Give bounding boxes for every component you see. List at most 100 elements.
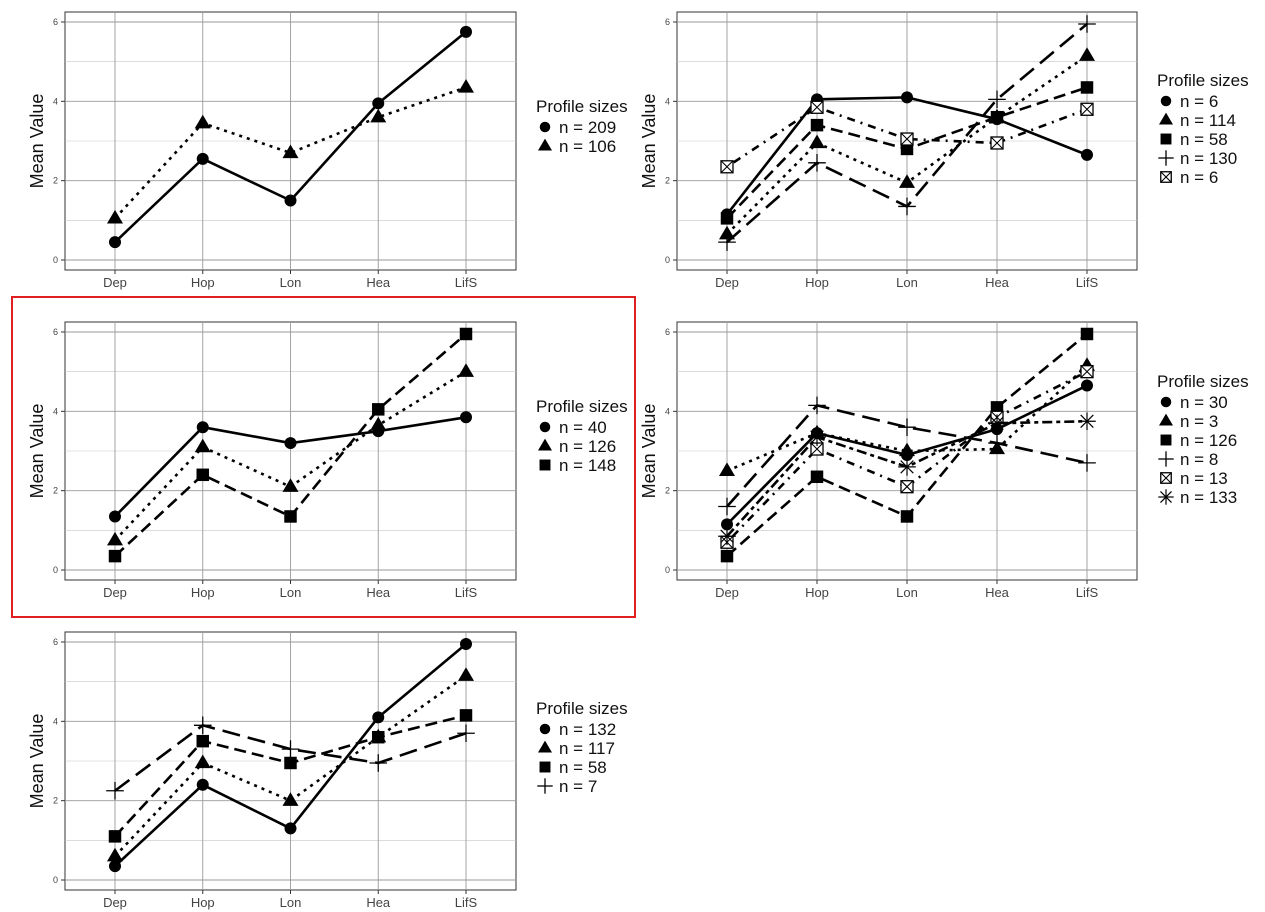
data-point bbox=[1080, 102, 1094, 116]
data-point bbox=[372, 403, 385, 416]
data-point bbox=[372, 97, 385, 110]
legend-key bbox=[1159, 413, 1173, 426]
y-tick-label: 0 bbox=[53, 565, 58, 575]
data-point bbox=[899, 174, 915, 188]
data-point bbox=[193, 716, 212, 735]
chart-panel-3: 0 2 4 6 Dep Hop Lon Hea LifS Mean Value Profile si… bbox=[27, 321, 628, 600]
x-tick-label: Hop bbox=[191, 585, 215, 600]
legend-key bbox=[539, 459, 551, 471]
y-tick-label: 4 bbox=[665, 96, 670, 106]
data-point bbox=[988, 90, 1006, 109]
y-tick-label: 4 bbox=[665, 406, 670, 416]
x-tick-label: Hea bbox=[366, 585, 391, 600]
y-axis-label: Mean Value bbox=[639, 94, 659, 189]
x-tick-label: Lon bbox=[280, 275, 302, 290]
data-point bbox=[460, 411, 472, 424]
data-point bbox=[1081, 379, 1093, 392]
data-point bbox=[719, 225, 735, 240]
y-tick-label: 0 bbox=[665, 255, 670, 265]
data-point bbox=[1080, 365, 1094, 379]
legend-label: n = 209 bbox=[559, 118, 616, 137]
legend-label: n = 132 bbox=[559, 720, 616, 739]
data-point bbox=[898, 197, 916, 216]
y-tick-label: 0 bbox=[53, 875, 58, 885]
chart-panel-4: 0 2 4 6 Dep Hop Lon Hea LifS Mean Value Profile si… bbox=[639, 321, 1249, 600]
x-tick-label: Hea bbox=[366, 275, 391, 290]
data-point bbox=[988, 434, 1006, 452]
y-axis-label: Mean Value bbox=[27, 94, 47, 189]
y-tick-label: 4 bbox=[53, 406, 58, 416]
data-point bbox=[460, 25, 472, 38]
data-point bbox=[196, 778, 209, 791]
x-tick-label: Dep bbox=[103, 585, 127, 600]
data-point bbox=[1080, 81, 1094, 94]
series-line bbox=[726, 370, 1088, 544]
y-axis-label: Mean Value bbox=[639, 404, 659, 499]
data-point bbox=[900, 132, 914, 146]
y-tick-label: 6 bbox=[53, 637, 58, 647]
legend-key bbox=[1158, 451, 1174, 467]
series-6 bbox=[718, 412, 1096, 546]
series-5 bbox=[720, 100, 1094, 174]
x-tick-label: Hop bbox=[805, 275, 829, 290]
y-tick-label: 4 bbox=[53, 96, 58, 106]
data-point bbox=[1078, 454, 1096, 472]
legend-label: n = 126 bbox=[559, 437, 616, 456]
data-point bbox=[810, 100, 824, 114]
legend-key bbox=[538, 438, 552, 451]
data-point bbox=[369, 754, 388, 772]
data-point bbox=[810, 118, 824, 132]
legend-key bbox=[539, 421, 551, 433]
data-point bbox=[109, 236, 121, 249]
legend-label: n = 3 bbox=[1180, 412, 1218, 431]
y-tick-label: 4 bbox=[53, 716, 58, 726]
y-axis-label: Mean Value bbox=[27, 404, 47, 499]
x-tick-label: Hop bbox=[191, 895, 215, 910]
data-point bbox=[107, 847, 123, 862]
data-point bbox=[899, 442, 915, 457]
data-point bbox=[107, 531, 123, 546]
legend-key bbox=[1160, 133, 1172, 145]
legend-label: n = 8 bbox=[1180, 450, 1218, 469]
data-point bbox=[990, 136, 1004, 150]
data-point bbox=[370, 108, 387, 123]
x-tick-label: LifS bbox=[1076, 585, 1099, 600]
y-tick-label: 6 bbox=[665, 327, 670, 337]
legend-label: n = 148 bbox=[559, 456, 616, 475]
data-point bbox=[718, 497, 736, 516]
x-tick-label: LifS bbox=[455, 895, 478, 910]
legend-label: n = 114 bbox=[1180, 111, 1236, 130]
x-tick-label: Hop bbox=[191, 275, 215, 290]
x-tick-label: Lon bbox=[896, 275, 918, 290]
data-point bbox=[808, 428, 826, 446]
series-4 bbox=[718, 15, 1096, 251]
data-point bbox=[196, 152, 209, 165]
data-point bbox=[990, 401, 1004, 414]
y-tick-label: 2 bbox=[665, 176, 670, 186]
data-point bbox=[719, 462, 735, 477]
x-tick-label: Lon bbox=[280, 585, 302, 600]
x-tick-label: Hea bbox=[985, 585, 1010, 600]
legend-key bbox=[1160, 472, 1172, 484]
data-point bbox=[282, 144, 299, 159]
legend-label: n = 6 bbox=[1180, 168, 1218, 187]
data-point bbox=[1078, 412, 1096, 431]
chart-panel-1: 0 2 4 6 Dep Hop Lon Hea LifS Mean Value Profile si… bbox=[27, 11, 628, 290]
legend-label: n = 130 bbox=[1180, 149, 1237, 168]
series-2 bbox=[107, 79, 474, 224]
series-1 bbox=[109, 25, 472, 249]
series-4 bbox=[718, 396, 1096, 516]
data-point bbox=[281, 740, 300, 758]
data-point bbox=[1078, 15, 1096, 33]
data-point bbox=[458, 667, 474, 681]
legend-key bbox=[539, 121, 551, 133]
data-point bbox=[901, 91, 913, 104]
series-4 bbox=[106, 716, 475, 800]
x-tick-label: Dep bbox=[103, 895, 127, 910]
data-point bbox=[107, 209, 123, 224]
data-point bbox=[721, 518, 733, 531]
